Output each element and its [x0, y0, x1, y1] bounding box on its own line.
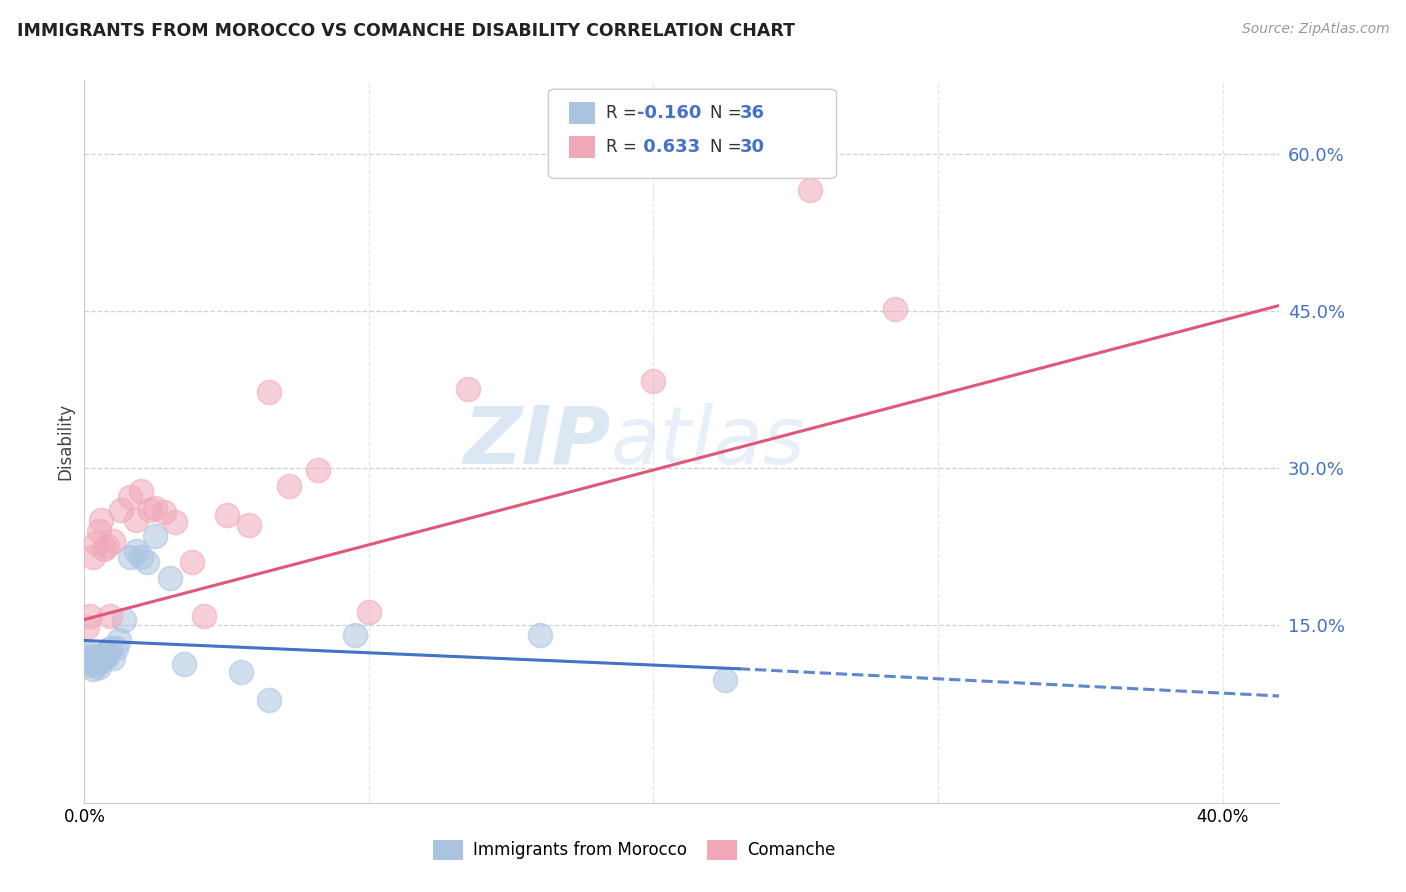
Point	[96, 539, 118, 553]
Point	[357, 605, 380, 619]
Text: -0.160: -0.160	[637, 104, 702, 122]
Point	[112, 613, 135, 627]
Point	[139, 502, 162, 516]
Point	[76, 655, 98, 669]
Point	[110, 502, 132, 516]
Point	[259, 385, 281, 400]
Point	[93, 647, 115, 661]
Point	[82, 651, 104, 665]
Text: R =: R =	[606, 138, 643, 156]
Point	[76, 651, 98, 665]
Point	[118, 490, 141, 504]
Text: N =: N =	[710, 138, 747, 156]
Point	[136, 555, 159, 569]
Point	[259, 693, 281, 707]
Point	[884, 301, 907, 316]
Point	[87, 656, 110, 670]
Point	[173, 657, 195, 671]
Point	[84, 653, 107, 667]
Point	[529, 628, 551, 642]
Point	[457, 382, 479, 396]
Point	[104, 640, 127, 655]
Point	[87, 659, 110, 673]
Point	[124, 544, 146, 558]
Point	[307, 463, 329, 477]
Text: atlas: atlas	[610, 402, 806, 481]
Point	[96, 649, 118, 664]
Point	[93, 651, 115, 665]
Point	[278, 478, 301, 492]
Point	[93, 542, 115, 557]
Point	[343, 628, 366, 642]
Point	[84, 657, 107, 671]
Point	[90, 655, 112, 669]
Point	[145, 529, 167, 543]
Point	[153, 505, 176, 519]
Text: 0.633: 0.633	[637, 138, 700, 156]
Point	[713, 673, 735, 688]
Point	[98, 640, 121, 655]
Point	[129, 483, 152, 498]
Point	[84, 536, 107, 550]
Point	[145, 500, 167, 515]
Point	[159, 571, 181, 585]
Text: R =: R =	[606, 104, 643, 122]
Text: 36: 36	[740, 104, 765, 122]
Point	[124, 513, 146, 527]
Point	[79, 647, 101, 661]
Point	[229, 665, 252, 679]
Point	[107, 633, 129, 648]
Text: ZIP: ZIP	[463, 402, 610, 481]
Point	[101, 651, 124, 665]
Point	[643, 374, 665, 388]
Point	[118, 549, 141, 564]
Point	[87, 651, 110, 665]
Point	[79, 649, 101, 664]
Point	[101, 534, 124, 549]
Text: Source: ZipAtlas.com: Source: ZipAtlas.com	[1241, 22, 1389, 37]
Text: IMMIGRANTS FROM MOROCCO VS COMANCHE DISABILITY CORRELATION CHART: IMMIGRANTS FROM MOROCCO VS COMANCHE DISA…	[17, 22, 794, 40]
Point	[76, 620, 98, 634]
Text: 30: 30	[740, 138, 765, 156]
Legend: Immigrants from Morocco, Comanche: Immigrants from Morocco, Comanche	[426, 833, 842, 867]
Point	[98, 609, 121, 624]
Point	[87, 524, 110, 538]
Point	[82, 662, 104, 676]
Point	[129, 549, 152, 564]
Point	[90, 513, 112, 527]
Point	[82, 549, 104, 564]
Point	[181, 555, 204, 569]
Point	[79, 609, 101, 624]
Point	[82, 655, 104, 669]
Point	[79, 657, 101, 672]
Point	[215, 508, 238, 522]
Text: N =: N =	[710, 104, 747, 122]
Point	[165, 515, 187, 529]
Y-axis label: Disability: Disability	[56, 403, 75, 480]
Point	[193, 609, 215, 624]
Point	[238, 518, 260, 533]
Point	[96, 644, 118, 658]
Point	[90, 649, 112, 664]
Point	[799, 183, 821, 197]
